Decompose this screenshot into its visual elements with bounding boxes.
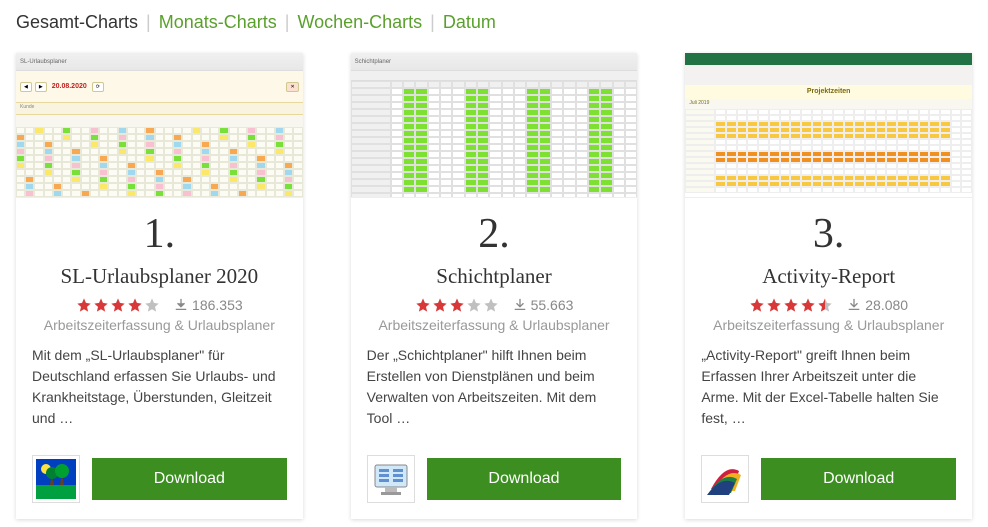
software-card: Projektzeiten Juli 2019 3. Activity-Repo… [685,53,972,519]
star-icon [783,297,799,313]
star-icon [466,297,482,313]
app-icon [32,455,80,503]
card-thumbnail[interactable]: Projektzeiten Juli 2019 [685,53,972,198]
meta-row: 28.080 [749,297,908,313]
card-footer: Download [16,445,303,519]
download-button[interactable]: Download [427,458,622,500]
star-icon [127,297,143,313]
download-count: 186.353 [174,297,243,313]
software-card: Schichtplaner 2. Schichtplaner 55.663 Ar… [351,53,638,519]
description: Der „Schichtplaner" hilft Ihnen beim Ers… [367,345,622,429]
meta-row: 186.353 [76,297,243,313]
tab-separator: | [430,12,435,33]
category-label[interactable]: Arbeitszeiterfassung & Urlaubsplaner [378,317,609,333]
category-label[interactable]: Arbeitszeiterfassung & Urlaubsplaner [44,317,275,333]
star-icon [432,297,448,313]
download-button[interactable]: Download [761,458,956,500]
download-icon [513,298,527,312]
card-footer: Download [351,445,638,519]
star-icon [800,297,816,313]
download-icon [847,298,861,312]
rating-stars [76,297,160,313]
star-icon [817,297,833,313]
rating-stars [415,297,499,313]
rank-number: 3. [813,210,845,258]
meta-row: 55.663 [415,297,574,313]
category-label[interactable]: Arbeitszeiterfassung & Urlaubsplaner [713,317,944,333]
description: „Activity-Report" greift Ihnen beim Erfa… [701,345,956,429]
star-icon [415,297,431,313]
card-footer: Download [685,445,972,519]
download-icon [174,298,188,312]
download-button[interactable]: Download [92,458,287,500]
star-icon [749,297,765,313]
tab-separator: | [146,12,151,33]
tab-wochen[interactable]: Wochen-Charts [297,12,422,33]
download-count: 28.080 [847,297,908,313]
star-icon [449,297,465,313]
card-thumbnail[interactable]: Schichtplaner [351,53,638,198]
card-thumbnail[interactable]: SL-Urlaubsplaner ◀▶ 20.08.2020 ⟳ ✕ Kunde [16,53,303,198]
download-count-value: 55.663 [531,297,574,313]
star-icon [76,297,92,313]
card-list: SL-Urlaubsplaner ◀▶ 20.08.2020 ⟳ ✕ Kunde… [0,45,988,527]
download-button-label: Download [823,470,894,488]
star-icon [93,297,109,313]
download-count: 55.663 [513,297,574,313]
description: Mit dem „SL-Urlaubsplaner" für Deutschla… [32,345,287,429]
app-icon [367,455,415,503]
software-title[interactable]: SL-Urlaubsplaner 2020 [60,264,258,289]
card-body: 2. Schichtplaner 55.663 Arbeitszeiterfas… [351,198,638,445]
software-title[interactable]: Activity-Report [762,264,895,289]
download-count-value: 186.353 [192,297,243,313]
rank-number: 1. [144,210,176,258]
download-count-value: 28.080 [865,297,908,313]
card-body: 1. SL-Urlaubsplaner 2020 186.353 Arbeits… [16,198,303,445]
rating-stars [749,297,833,313]
card-body: 3. Activity-Report 28.080 Arbeitszeiterf… [685,198,972,445]
tab-datum[interactable]: Datum [443,12,496,33]
app-icon [701,455,749,503]
star-icon [483,297,499,313]
star-icon [766,297,782,313]
chart-tabs: Gesamt-Charts | Monats-Charts | Wochen-C… [0,0,988,45]
rank-number: 2. [478,210,510,258]
tab-separator: | [285,12,290,33]
star-icon [110,297,126,313]
download-button-label: Download [154,470,225,488]
software-card: SL-Urlaubsplaner ◀▶ 20.08.2020 ⟳ ✕ Kunde… [16,53,303,519]
tab-monats[interactable]: Monats-Charts [159,12,277,33]
tab-gesamt[interactable]: Gesamt-Charts [16,12,138,33]
download-button-label: Download [488,470,559,488]
software-title[interactable]: Schichtplaner [436,264,551,289]
star-icon [144,297,160,313]
